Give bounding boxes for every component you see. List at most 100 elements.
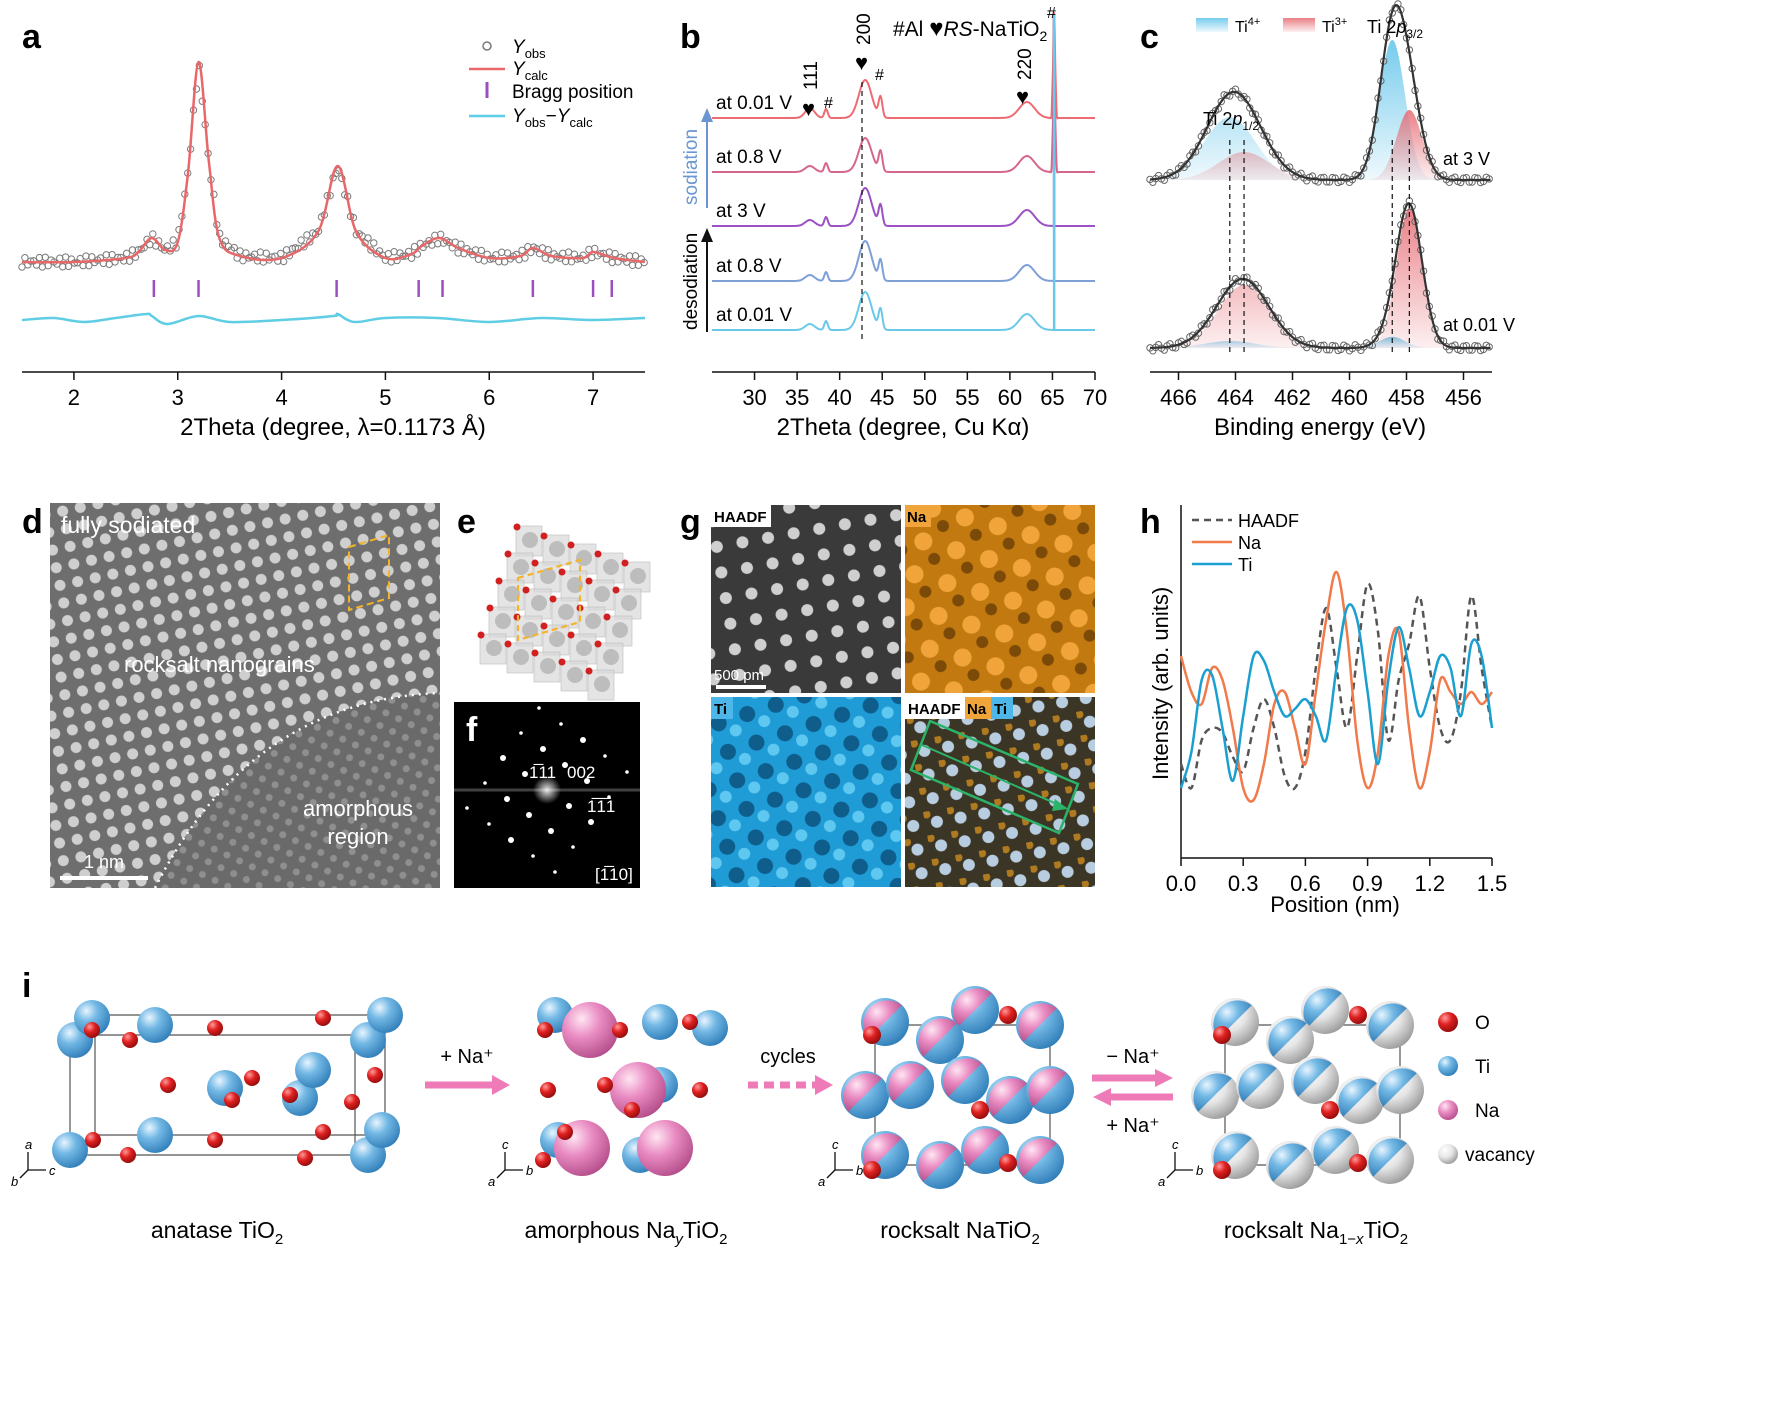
central-spot [533, 776, 561, 804]
arrow-label: − Na⁺ [1106, 1046, 1159, 1068]
oxygen-site [567, 631, 575, 639]
obs-point [454, 249, 462, 257]
panel-a: a 2 3 4 5 6 7 2Theta (degree, λ=0.1173 Å) Yob… [18, 18, 648, 441]
heart-marker: ♥ [1016, 84, 1029, 109]
o-atom [624, 1102, 640, 1118]
obs-point [262, 249, 270, 257]
legend: HAADF Na Ti [1192, 511, 1299, 575]
obs-point [477, 246, 486, 255]
ti-atom [692, 1010, 728, 1046]
legend-swatch-ti4 [1196, 18, 1228, 32]
x-tick-label: 30 [742, 385, 766, 410]
diffraction-spot [508, 837, 514, 843]
trace-label: at 0.01 V [716, 305, 792, 326]
legend: Yobs Ycalc Bragg position Yobs−Ycalc [469, 37, 633, 130]
data-point [1223, 91, 1231, 100]
unit-cell-outline [516, 558, 582, 642]
mixed-site-half [1293, 1058, 1332, 1097]
cation-site [630, 568, 646, 584]
oxygen-site [495, 577, 503, 585]
ti-atom [74, 1000, 110, 1036]
data-point [1277, 157, 1285, 165]
peak-label-111: 111 [801, 61, 822, 90]
data-point [1277, 320, 1285, 328]
data-point [1317, 174, 1325, 182]
x-tick-label: 3 [172, 385, 184, 410]
data-point [1360, 164, 1368, 172]
cation-site [567, 667, 583, 683]
map-tag [711, 697, 733, 719]
region-label: rocksalt nanograins [124, 652, 315, 677]
data-point [1217, 295, 1225, 303]
ti4-component [1150, 40, 1492, 180]
x-tick-label: 65 [1040, 385, 1064, 410]
structure-caption: anatase TiO2 [151, 1217, 283, 1248]
legend-entry-ti3: Ti3+ [1322, 16, 1347, 36]
hash-marker: # [824, 95, 833, 112]
mixed-site-half [1238, 1063, 1277, 1102]
panel-label: e [457, 503, 476, 541]
mixed-site-half [943, 1058, 982, 1097]
na-map [905, 505, 1095, 693]
obs-point [56, 254, 64, 262]
obs-point [230, 243, 238, 252]
oxygen-site [621, 559, 629, 567]
oxygen-site [585, 667, 593, 675]
legend-entry: O [1475, 1013, 1490, 1034]
x-tick-label: 0.0 [1166, 871, 1197, 896]
axis-glyph-label: c [832, 1137, 839, 1152]
mixed-site-half [1378, 1068, 1417, 1107]
diffraction-spot [537, 706, 541, 710]
diffraction-spot [526, 812, 532, 818]
oxygen-site [594, 550, 602, 558]
profile-line-haadf [1179, 582, 1494, 791]
o-atom [207, 1132, 223, 1148]
trace-label: at 0.01 V [716, 93, 792, 114]
unit-cell-outline [348, 533, 390, 612]
diffraction-spot [603, 754, 607, 758]
oxygen-site [549, 595, 557, 603]
x-tick-label: 5 [379, 385, 391, 410]
mixed-site-half [1368, 1138, 1407, 1177]
x-axis-label: 2Theta (degree, Cu Kα) [777, 414, 1030, 441]
panel-label: f [466, 711, 478, 749]
obs-point [288, 244, 297, 253]
mixed-site-half [918, 1018, 957, 1057]
obs-point [35, 253, 44, 262]
data-point [1354, 171, 1362, 180]
panel-c: c 466 464 462 460 458 456 Binding energy (eV)… [1140, 0, 1515, 441]
cation-site [594, 676, 610, 692]
obs-point [471, 246, 480, 254]
diffraction-spots [465, 706, 629, 874]
x-tick-label: 0.6 [1290, 871, 1321, 896]
x-axis-label: Binding energy (eV) [1214, 414, 1426, 441]
legend-entry-bragg: Bragg position [512, 82, 633, 103]
obs-point [169, 236, 177, 244]
legend-entry: Na [1475, 1101, 1500, 1122]
na-atom [610, 1062, 666, 1118]
cation-site [603, 649, 619, 665]
legend-swatch-O [1438, 1012, 1458, 1032]
o-atom [244, 1070, 260, 1086]
image-caption: fully sodiated [61, 512, 195, 538]
cell-edge [94, 1014, 386, 1136]
mixed-site-half [1313, 1128, 1352, 1167]
oxygen-site [558, 658, 566, 666]
sodiation-label: sodiation [681, 129, 702, 205]
o-atom [160, 1077, 176, 1093]
oxygen-site [504, 550, 512, 558]
oxygen-site [540, 622, 548, 630]
axis-glyph-label: c [502, 1137, 509, 1152]
structure-caption: amorphous NayTiO2 [525, 1217, 728, 1248]
legend-entry: Ti [1475, 1057, 1490, 1078]
o-atom [315, 1124, 331, 1140]
trace-label: at 0.8 V [716, 256, 782, 277]
legend-entry-obs: Yobs [512, 37, 546, 61]
obs-point [611, 249, 619, 258]
diffraction-spot [588, 819, 594, 825]
plot-area [18, 60, 648, 326]
x-ticks: 0.0 0.3 0.6 0.9 1.2 1.5 [1166, 858, 1507, 896]
heart-marker: ♥ [855, 50, 868, 75]
